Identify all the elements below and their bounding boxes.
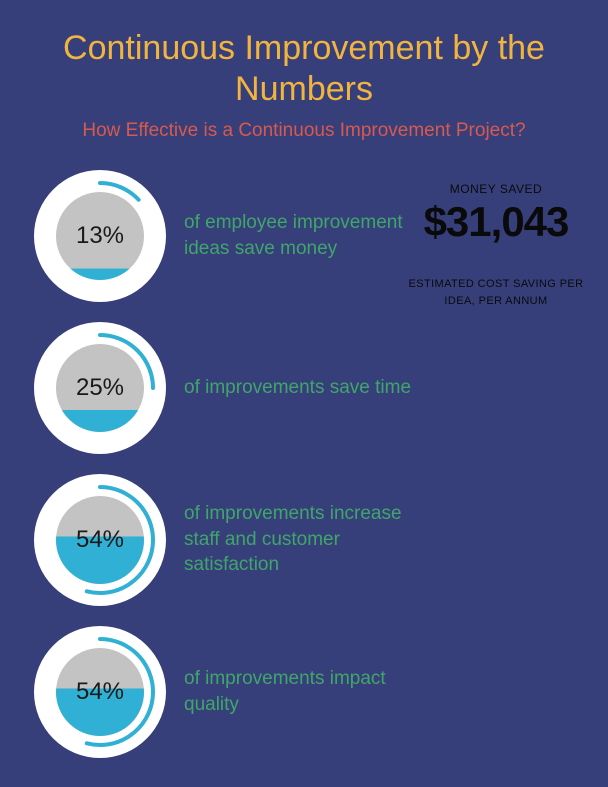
gauge-icon: 13% <box>34 170 166 302</box>
gauge-icon: 54% <box>34 626 166 758</box>
page-subtitle: How Effective is a Continuous Improvemen… <box>0 120 608 142</box>
stat-desc: of employee improvement ideas save money <box>184 210 414 261</box>
gauge-icon: 25% <box>34 322 166 454</box>
stat-row: 25% of improvements save time <box>0 322 608 454</box>
gauge-pct-label: 25% <box>34 322 166 454</box>
stat-row: 54% of improvements impact quality <box>0 626 608 758</box>
stat-desc: of improvements impact quality <box>184 666 414 717</box>
gauge-pct-label: 54% <box>34 474 166 606</box>
stat-desc: of improvements increase staff and custo… <box>184 501 414 578</box>
gauge-pct-label: 13% <box>34 170 166 302</box>
stat-row: 54%of improvements increase staff and cu… <box>0 474 608 606</box>
money-caption: MONEY SAVED <box>406 182 586 196</box>
gauge-pct-label: 54% <box>34 626 166 758</box>
page-title: Continuous Improvement by the Numbers <box>0 0 608 110</box>
money-block: MONEY SAVED $31,043 ESTIMATED COST SAVIN… <box>406 182 586 309</box>
stat-desc: of improvements save time <box>184 375 411 401</box>
money-sub: ESTIMATED COST SAVING PER IDEA, PER ANNU… <box>406 276 586 309</box>
gauge-icon: 54% <box>34 474 166 606</box>
money-amount: $31,043 <box>406 198 586 246</box>
